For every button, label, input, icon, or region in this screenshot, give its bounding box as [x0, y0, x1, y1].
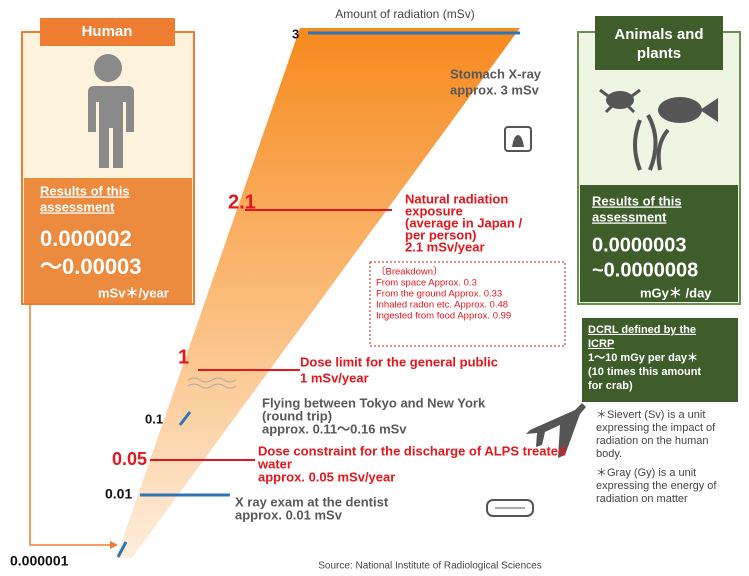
annotation: X ray exam at the dentist — [235, 494, 389, 509]
level-label: 0.1 — [145, 411, 163, 426]
breakdown-box — [369, 261, 566, 347]
dcrl-heading: ICRP — [588, 338, 614, 350]
animals-value: ~0.0000008 — [592, 259, 698, 281]
annotation: Flying between Tokyo and New York — [262, 395, 486, 410]
human-header — [40, 18, 175, 46]
note: ＊Gray (Gy) is a unit — [596, 467, 696, 479]
breakdown-text: 〔Breakdown〕 — [376, 266, 443, 278]
level-label: 0.05 — [112, 449, 147, 469]
animals-header-text: Animals and — [614, 26, 703, 43]
human-header-text: Human — [82, 23, 133, 40]
animals-results-label: assessment — [592, 209, 667, 224]
animals-value: 0.0000003 — [592, 234, 687, 256]
source: Source: National Institute of Radiologic… — [318, 561, 541, 572]
human-results-box — [24, 178, 192, 303]
annotation: 2.1 mSv/year — [405, 239, 485, 254]
annotation: approx. 0.05 mSv/year — [258, 469, 395, 484]
annotation: (average in Japan / — [405, 215, 522, 230]
animals-results-box — [580, 185, 738, 302]
annotation: approx. 0.11～0.16 mSv — [262, 421, 407, 436]
connector — [29, 304, 110, 546]
dcrl-text: 1～10 mGy per day＊ — [588, 352, 698, 364]
level-label: 0.01 — [105, 486, 132, 502]
annotation: Dose constraint for the discharge of ALP… — [258, 443, 566, 458]
note: ＊Sievert (Sv) is a unit — [596, 409, 705, 421]
annotation: Dose limit for the general public — [300, 354, 498, 369]
breakdown-text: Inhaled radon etc. Approx. 0.48 — [376, 300, 508, 311]
annotation: 1 mSv/year — [300, 370, 369, 385]
breakdown-text: Ingested from food Approx. 0.99 — [376, 311, 511, 322]
annotation: approx. 3 mSv — [450, 82, 540, 97]
plane-icon — [526, 403, 586, 458]
level-label: 1 — [178, 346, 189, 368]
human-value: ～0.00003 — [40, 254, 142, 279]
animals-results-label: Results of this — [592, 193, 682, 208]
xray-icon — [504, 126, 532, 152]
dcrl-box — [582, 318, 738, 402]
note: expressing the energy of — [596, 480, 717, 492]
note: body. — [596, 448, 622, 460]
annotation: exposure — [405, 203, 463, 218]
level-line — [178, 411, 192, 426]
level-label: 2.1 — [228, 191, 256, 213]
annotation: water — [257, 456, 292, 471]
human-results-label: Results of this — [40, 183, 130, 198]
connector-arrow — [110, 541, 118, 549]
annotation: Stomach X-ray — [450, 66, 542, 81]
animals-unit: mGy＊ /day — [640, 285, 712, 300]
tooth-icon — [486, 499, 534, 517]
annotation: (round trip) — [262, 408, 332, 423]
dcrl-heading: DCRL defined by the — [588, 324, 696, 336]
annotation: Natural radiation — [405, 191, 508, 206]
human-value: 0.000002 — [40, 226, 132, 251]
level-label: 0.000001 — [10, 553, 69, 569]
title: Amount of radiation (mSv) — [335, 7, 474, 21]
note: radiation on matter — [596, 493, 688, 505]
dcrl-text: for crab) — [588, 380, 633, 392]
breakdown-text: From space Approx. 0.3 — [376, 278, 477, 289]
breakdown-text: From the ground Approx. 0.33 — [376, 289, 502, 300]
note: expressing the impact of — [596, 422, 716, 434]
note: radiation on the human — [596, 435, 709, 447]
annotation: per person) — [405, 227, 477, 242]
level-label: 3 — [292, 26, 299, 41]
dcrl-text: (10 times this amount — [588, 366, 701, 378]
animals-header-text: plants — [637, 45, 681, 62]
animals-icon — [599, 88, 718, 171]
level-line — [116, 541, 128, 558]
animals-header — [595, 16, 723, 70]
radiation-funnel — [116, 28, 520, 558]
human-unit: mSv＊/year — [98, 285, 169, 300]
break-mark — [187, 377, 237, 389]
person-icon — [88, 54, 134, 168]
annotation: approx. 0.01 mSv — [235, 507, 343, 522]
human-results-label: assessment — [40, 199, 115, 214]
